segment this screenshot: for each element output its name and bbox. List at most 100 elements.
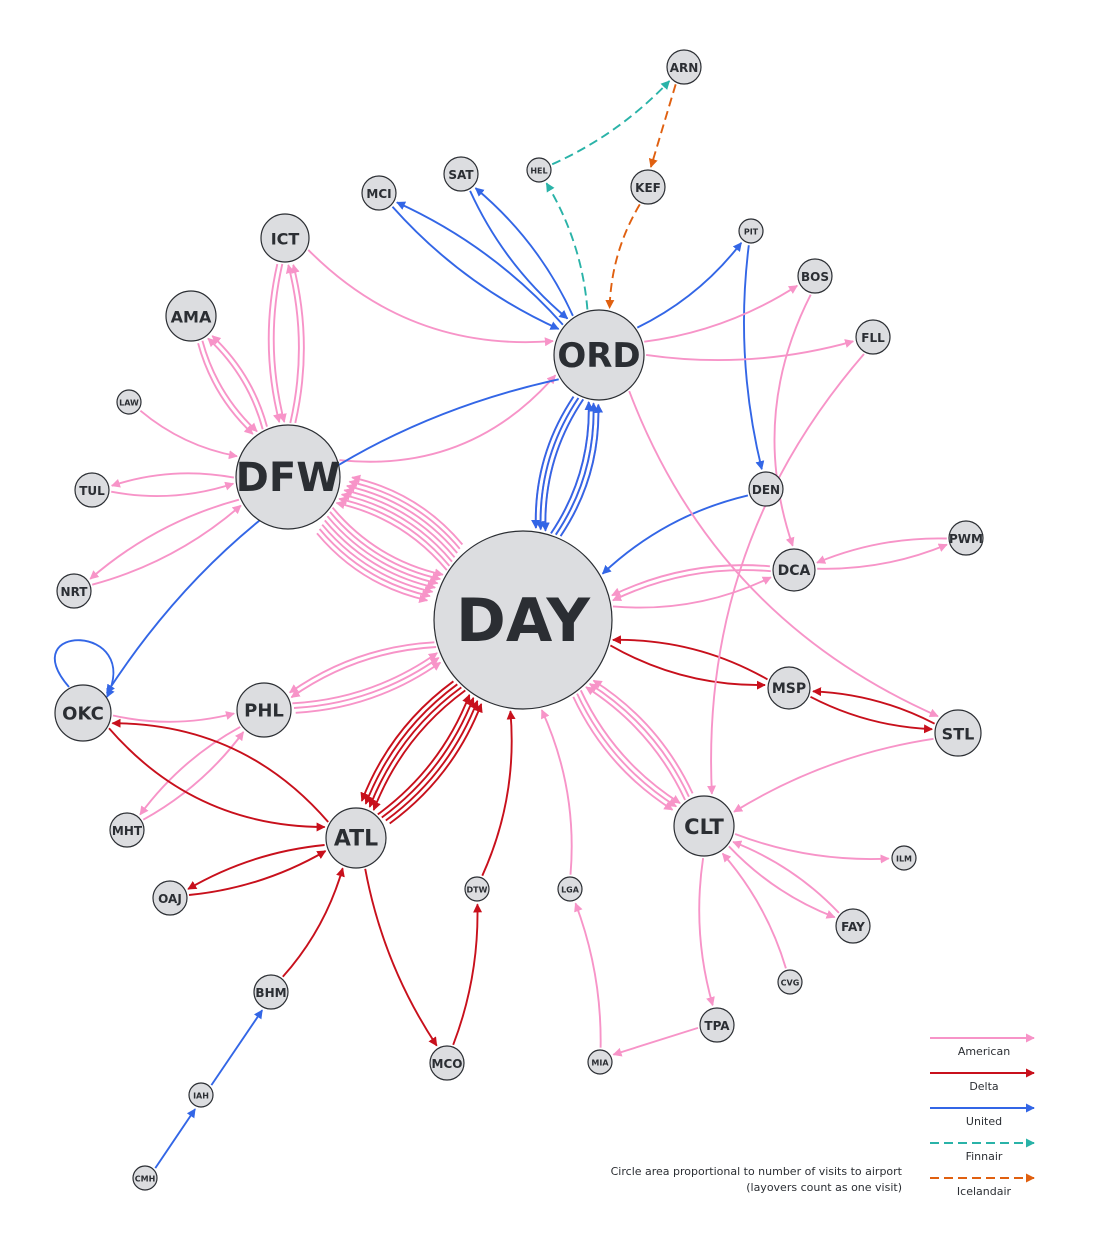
- airport-mht: MHT: [109, 812, 145, 848]
- route-ORD-HEL-finnair: [545, 182, 589, 310]
- airport-circle: [666, 49, 702, 85]
- route-DEN-DAY-united: [601, 494, 749, 575]
- airport-circle: [772, 548, 816, 592]
- route-CVG-CLT-american: [721, 852, 787, 969]
- airport-hel: HEL: [526, 157, 552, 183]
- route-IAH-BHM-united: [210, 1009, 263, 1086]
- airport-circle: [767, 666, 811, 710]
- route-DCA-DAY-american: [611, 564, 770, 597]
- route-MCI-ORD-united: [391, 206, 560, 330]
- route-DAY-PHL-american: [290, 646, 437, 699]
- route-PHL-MHT-american: [139, 726, 241, 816]
- airport-circle: [235, 424, 341, 530]
- airport-circle: [587, 1049, 613, 1075]
- airport-label: ARN: [670, 61, 699, 75]
- route-PHL-DAY-american: [292, 652, 438, 705]
- route-ATL-DAY-delta: [385, 700, 479, 822]
- airport-cvg: CVG: [777, 969, 803, 995]
- route-ATL-OAJ-delta: [187, 844, 325, 890]
- route-ICT-DFW-american: [272, 263, 287, 423]
- route-OAJ-ATL-delta: [188, 850, 327, 896]
- airport-fay: FAY: [835, 908, 871, 944]
- route-DFW-DAY-american: [321, 524, 434, 595]
- airport-label: MSP: [772, 681, 806, 697]
- airport-pwm: PWM: [948, 520, 984, 556]
- airport-circle: [835, 908, 871, 944]
- airport-label: DFW: [236, 455, 341, 501]
- airport-circle: [116, 389, 142, 415]
- airport-circle: [74, 472, 110, 508]
- airport-mci: MCI: [361, 175, 397, 211]
- route-TUL-DFW-american: [111, 481, 235, 497]
- airport-circle: [56, 573, 92, 609]
- route-LGA-DAY-american: [540, 709, 573, 875]
- airport-mia: MIA: [587, 1049, 613, 1075]
- legend-label: American: [958, 1045, 1010, 1058]
- airport-label: MHT: [112, 824, 143, 838]
- airport-circle: [891, 845, 917, 871]
- route-DFW-ORD-american: [339, 374, 557, 463]
- airport-pit: PIT: [738, 218, 764, 244]
- legend-label: Icelandair: [957, 1185, 1012, 1198]
- airport-den: DEN: [748, 471, 784, 507]
- airport-label: PIT: [744, 228, 759, 237]
- airport-label: AMA: [171, 308, 212, 327]
- route-CMH-IAH-united: [154, 1108, 196, 1169]
- airport-atl: ATL: [325, 807, 387, 869]
- route-DFW-DAY-american: [324, 519, 436, 591]
- route-CLT-ILM-american: [734, 833, 890, 864]
- airport-circle: [433, 530, 613, 710]
- route-DAY-ATL-delta: [372, 689, 466, 811]
- route-ORD-FLL-american: [645, 339, 855, 362]
- airport-label: OKC: [62, 704, 104, 725]
- airport-circle: [152, 880, 188, 916]
- airport-okc: OKC: [54, 684, 112, 742]
- airport-dtw: DTW: [464, 876, 490, 902]
- route-ATL-DAY-delta: [377, 694, 471, 816]
- airport-circle: [109, 812, 145, 848]
- airport-dfw: DFW: [235, 424, 341, 530]
- airport-nodes: DAY ORD DFW ATL CLT OKC PHL STL MSP DCA ICT AMA TPA F…: [54, 49, 984, 1191]
- airport-law: LAW: [116, 389, 142, 415]
- airport-circle: [188, 1082, 214, 1108]
- airport-label: MCI: [366, 187, 391, 201]
- route-OKC-OKC-united: [53, 639, 115, 698]
- airport-clt: CLT: [673, 795, 735, 857]
- airport-day: DAY: [433, 530, 613, 710]
- airport-circle: [934, 709, 982, 757]
- route-CLT-TPA-american: [698, 857, 715, 1007]
- airport-label: PHL: [244, 701, 284, 722]
- route-DAY-CLT-american: [576, 693, 677, 808]
- airport-nrt: NRT: [56, 573, 92, 609]
- airport-msp: MSP: [767, 666, 811, 710]
- route-ORD-PIT-united: [636, 242, 743, 329]
- route-DFW-DAY-american: [331, 506, 444, 578]
- route-MIA-LGA-american: [574, 902, 602, 1048]
- airport-circle: [253, 974, 289, 1010]
- airport-label: MCO: [432, 1057, 463, 1071]
- route-DAY-DFW-american: [340, 491, 453, 563]
- airport-circle: [236, 682, 292, 738]
- airport-circle: [464, 876, 490, 902]
- airport-label: PWM: [949, 532, 983, 546]
- airport-label: IAH: [193, 1092, 209, 1101]
- route-DFW-TUL-american: [110, 472, 235, 488]
- route-LAW-DFW-american: [139, 409, 238, 460]
- route-ORD-DAY-united: [531, 396, 575, 529]
- airport-cmh: CMH: [132, 1165, 158, 1191]
- airport-circle: [325, 807, 387, 869]
- route-DFW-DAY-american: [316, 532, 429, 604]
- airport-bos: BOS: [797, 258, 833, 294]
- route-DCA-DAY-american: [612, 569, 771, 602]
- airport-label: ILM: [896, 855, 912, 864]
- airport-circle: [673, 795, 735, 857]
- airport-label: TUL: [79, 484, 105, 498]
- airport-circle: [797, 258, 833, 294]
- legend-item-united: United: [930, 1103, 1035, 1128]
- route-ORD-DAY-united: [535, 397, 580, 531]
- airport-label: DCA: [778, 563, 811, 579]
- route-HEL-ARN-finnair: [551, 80, 671, 166]
- legend-label: Delta: [969, 1080, 998, 1093]
- route-OKC-ATL-delta: [108, 727, 326, 832]
- route-ORD-STL-american: [628, 390, 939, 718]
